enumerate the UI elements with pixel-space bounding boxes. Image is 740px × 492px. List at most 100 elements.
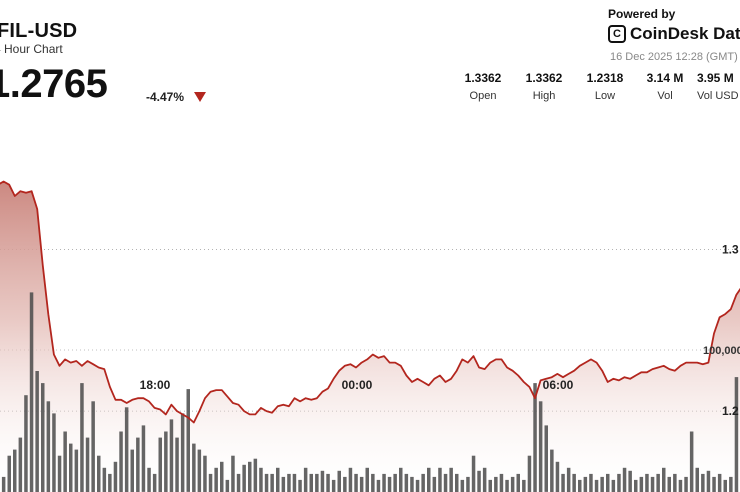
volume-bar xyxy=(326,473,330,492)
volume-bar xyxy=(611,479,616,492)
volume-bar xyxy=(152,473,157,492)
volume-bar xyxy=(606,473,610,492)
stat-high: 1.3362 High xyxy=(509,71,579,102)
volume-bar xyxy=(533,383,537,492)
price-area xyxy=(0,181,740,492)
volume-bar xyxy=(13,449,17,492)
volume-bar xyxy=(231,455,235,492)
volume-bar xyxy=(527,455,532,492)
volume-bar xyxy=(712,476,716,492)
volume-bar xyxy=(415,479,420,492)
volume-bar xyxy=(499,473,504,492)
volume-bar xyxy=(29,292,34,492)
volume-bar xyxy=(634,479,638,492)
volume-bar xyxy=(354,473,358,492)
volume-bar xyxy=(281,476,286,492)
volume-bar xyxy=(689,431,694,492)
volume-bar xyxy=(404,473,409,492)
volume-bar xyxy=(410,476,414,492)
stat-low: 1.2318 Low xyxy=(570,71,640,102)
volume-bar xyxy=(331,479,336,492)
volume-bar xyxy=(253,458,258,492)
volume-bar xyxy=(46,401,51,492)
price-line xyxy=(0,180,740,424)
volume-bar xyxy=(645,473,649,492)
volume-bar xyxy=(225,479,230,492)
x-axis-ticks: 18:00 00:00 06:00 xyxy=(140,378,574,392)
x-tick-label: 00:00 xyxy=(342,378,373,392)
volume-bar xyxy=(141,425,146,492)
volume-bar xyxy=(343,476,347,492)
volume-bar xyxy=(399,467,403,492)
volume-bar xyxy=(583,476,588,492)
volume-bar xyxy=(164,431,168,492)
volume-bar xyxy=(482,467,487,492)
volume-bar xyxy=(600,476,604,492)
volume-bar xyxy=(589,473,593,492)
volume-bar xyxy=(628,470,632,492)
volume-bar xyxy=(466,476,470,492)
volume-bars xyxy=(1,292,739,492)
stat-value: 1.3362 xyxy=(464,71,502,85)
volume-bar xyxy=(555,461,560,492)
volume-bar xyxy=(550,449,554,492)
volume-bar xyxy=(488,479,492,492)
pair-title: FIL-USD xyxy=(0,20,78,42)
powered-by-label: Powered by xyxy=(608,7,676,21)
volume-bar xyxy=(734,377,739,492)
volume-bar xyxy=(298,479,302,492)
volume-bar xyxy=(7,455,11,492)
volume-bar xyxy=(35,371,39,492)
current-price: 1.2765 xyxy=(0,62,108,106)
brand-name: CoinDesk Data xyxy=(630,24,740,43)
volume-bar xyxy=(695,467,699,492)
volume-bar xyxy=(309,473,313,492)
volume-bar xyxy=(24,395,28,492)
volume-bar xyxy=(236,473,241,492)
volume-bar xyxy=(69,443,73,492)
volume-bar xyxy=(85,437,90,492)
stat-value: 3.14 M xyxy=(646,71,684,85)
volume-bar xyxy=(169,419,174,492)
volume-bar xyxy=(427,467,431,492)
volume-bar xyxy=(522,479,526,492)
y-tick-label: 1.3 xyxy=(722,242,739,256)
stat-value: 1.2318 xyxy=(586,71,624,85)
volume-bar xyxy=(717,473,722,492)
volume-bar xyxy=(365,467,369,492)
stat-label: High xyxy=(532,90,556,102)
volume-bar xyxy=(516,473,520,492)
volume-bar xyxy=(119,431,123,492)
volume-bar xyxy=(208,473,213,492)
volume-bar xyxy=(348,467,353,492)
volume-bar xyxy=(186,389,190,492)
volume-bar xyxy=(337,470,341,492)
volume-bar xyxy=(723,479,727,492)
volume-bar xyxy=(80,383,84,492)
volume-bar xyxy=(259,467,263,492)
volume-bar xyxy=(276,467,280,492)
volume-bar xyxy=(650,476,655,492)
volume-bar xyxy=(578,479,582,492)
stat-label: Vol xyxy=(657,90,673,102)
volume-bar xyxy=(572,473,576,492)
stat-vol-usd: 3.95 M Vol USD xyxy=(697,71,740,102)
volume-bar xyxy=(203,455,207,492)
volume-bar xyxy=(460,479,465,492)
volume-bar xyxy=(52,413,56,492)
volume-bar xyxy=(197,449,202,492)
price-change: -4.47% xyxy=(146,90,185,104)
volume-bar xyxy=(421,473,425,492)
chart-subtitle: 4 Hour Chart xyxy=(0,42,63,56)
volume-bar xyxy=(706,470,711,492)
volume-bar xyxy=(662,467,666,492)
volume-bar xyxy=(136,437,140,492)
volume-bar xyxy=(113,461,118,492)
volume-bar xyxy=(449,467,453,492)
volume-bar xyxy=(505,479,509,492)
volume-bar xyxy=(102,467,107,492)
volume-bar xyxy=(264,473,269,492)
volume-bar xyxy=(455,473,459,492)
volume-bar xyxy=(57,455,62,492)
